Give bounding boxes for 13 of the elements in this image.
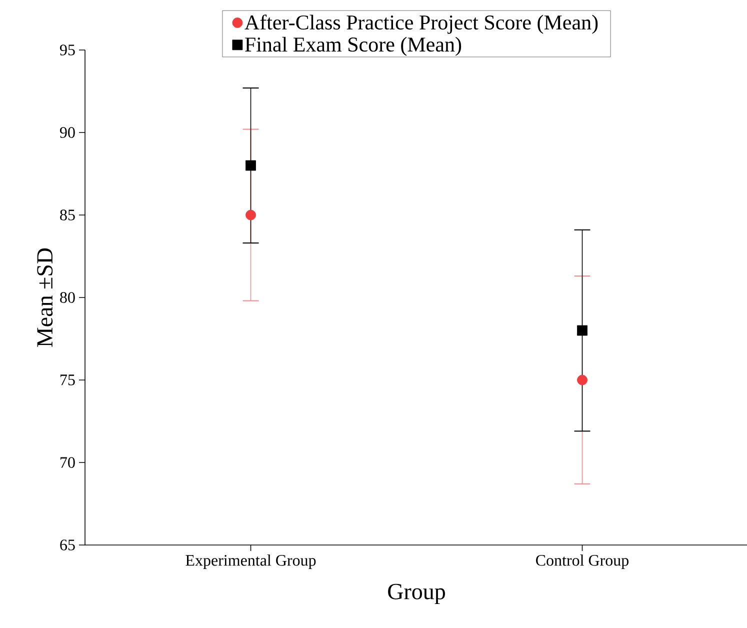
y-tick-label: 80 xyxy=(60,292,75,303)
legend-label: Final Exam Score (Mean) xyxy=(245,36,462,56)
y-axis-title: Mean ±SD xyxy=(37,248,53,347)
y-tick-label: 70 xyxy=(60,457,75,468)
y-tick-label: 90 xyxy=(60,127,75,138)
x-tick-label: Experimental Group xyxy=(186,554,316,570)
y-tick-label: 95 xyxy=(60,44,75,56)
legend-label: After-Class Practice Project Score (Mean) xyxy=(244,14,598,34)
x-tick-label: Control Group xyxy=(536,554,628,570)
y-tick-label: 85 xyxy=(60,210,75,220)
y-tick-label: 75 xyxy=(60,374,75,386)
x-axis-title: Group xyxy=(388,584,445,604)
y-tick-label: 65 xyxy=(60,540,75,550)
